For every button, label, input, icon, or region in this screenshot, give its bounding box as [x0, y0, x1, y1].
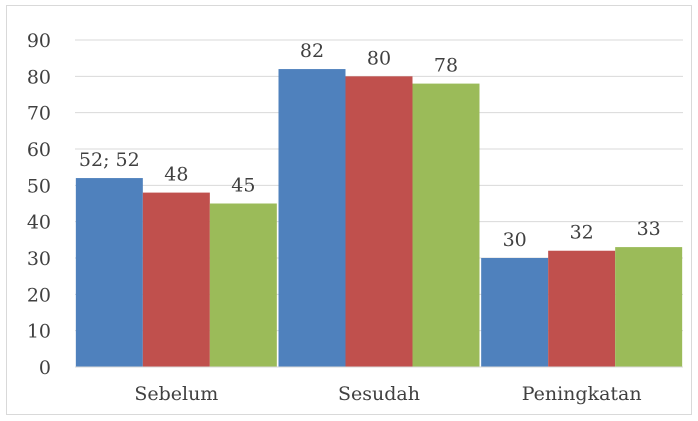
- data-label: 78: [434, 55, 458, 77]
- bar: [345, 76, 413, 367]
- x-category-label: Sesudah: [338, 383, 420, 405]
- x-axis-category-labels: Sebelum Sesudah Peningkatan: [134, 383, 641, 405]
- data-label: 82: [300, 40, 324, 62]
- bar: [278, 69, 346, 368]
- y-tick-label: 70: [27, 103, 51, 125]
- y-tick-label: 30: [27, 248, 51, 270]
- data-label: 80: [367, 47, 391, 69]
- x-category-label: Sebelum: [134, 383, 218, 405]
- chart-area: 0 10 20 30 40 50 60 70 80 90 52; 52 48 45 82 80 78 30 32…: [6, 5, 692, 415]
- data-label: 32: [570, 222, 594, 244]
- y-tick-label: 80: [27, 66, 51, 88]
- bar: [615, 247, 683, 367]
- x-category-label: Peningkatan: [522, 383, 642, 405]
- bars: [75, 69, 683, 368]
- y-tick-label: 20: [27, 284, 51, 306]
- data-label: 33: [637, 218, 661, 240]
- bar: [548, 250, 616, 367]
- y-tick-label: 60: [27, 139, 51, 161]
- data-label: 52; 52: [79, 149, 140, 171]
- y-tick-label: 50: [27, 175, 51, 197]
- y-tick-label: 90: [27, 30, 51, 52]
- bar: [481, 258, 549, 367]
- data-label: 48: [164, 164, 188, 186]
- y-axis-tick-labels: 0 10 20 30 40 50 60 70 80 90: [27, 30, 51, 379]
- y-tick-label: 10: [27, 321, 51, 343]
- y-tick-label: 40: [27, 212, 51, 234]
- bar: [412, 83, 480, 367]
- bar: [142, 192, 210, 367]
- bar: [75, 178, 143, 367]
- data-labels: 52; 52 48 45 82 80 78 30 32 33: [79, 40, 661, 251]
- bar: [209, 203, 277, 367]
- data-label: 45: [231, 175, 255, 197]
- y-tick-label: 0: [39, 357, 51, 379]
- data-label: 30: [503, 229, 527, 251]
- bar-chart: 0 10 20 30 40 50 60 70 80 90 52; 52 48 45 82 80 78 30 32…: [27, 30, 683, 405]
